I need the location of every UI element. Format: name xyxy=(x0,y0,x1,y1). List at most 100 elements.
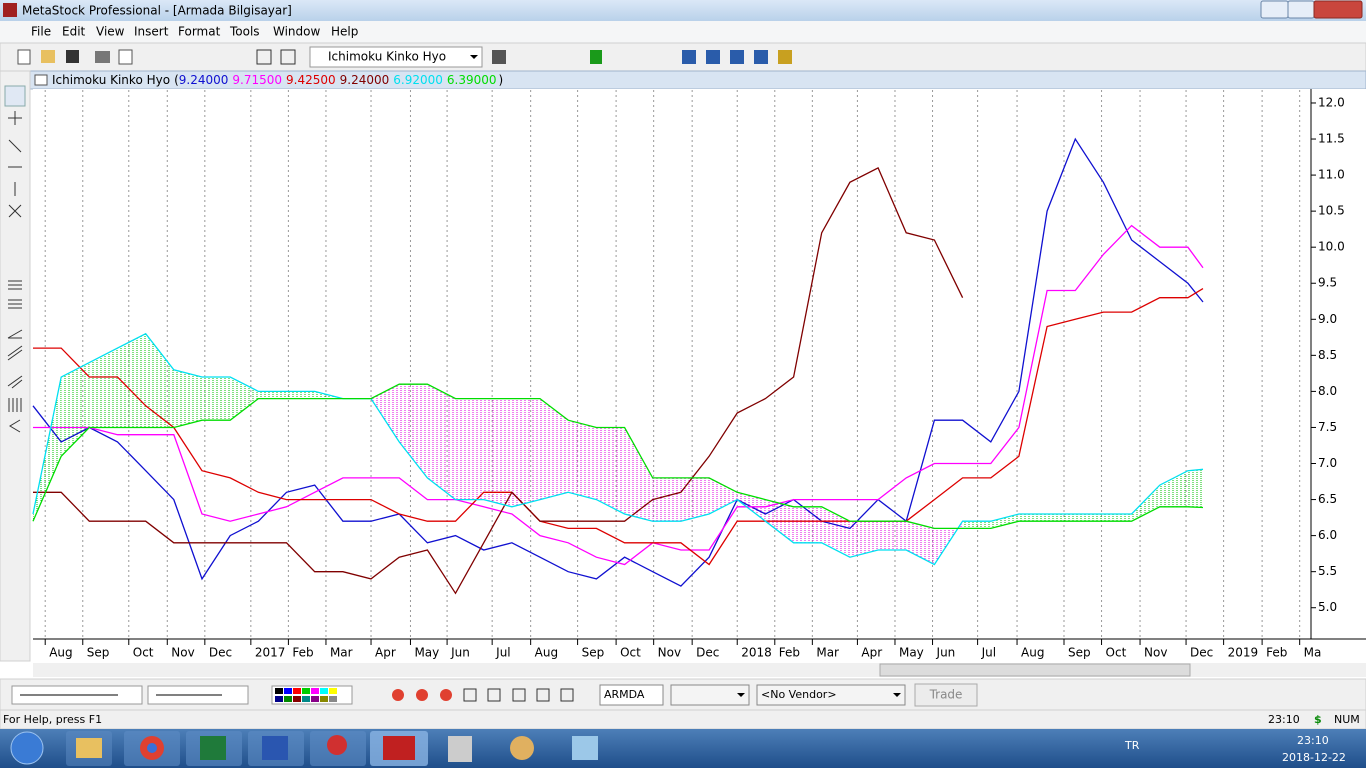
paint-icon[interactable] xyxy=(510,736,534,760)
indicator-dropdown-text: Ichimoku Kinko Hyo xyxy=(328,50,446,64)
app-icon-last[interactable] xyxy=(572,736,598,760)
open-icon[interactable] xyxy=(41,50,55,63)
x-tick-label: Apr xyxy=(375,646,396,660)
tool-icon[interactable] xyxy=(512,688,526,702)
legend-value: 9.24000 xyxy=(179,73,229,87)
status-bar xyxy=(0,709,1366,730)
color-palette[interactable] xyxy=(271,685,353,705)
indicator-dropdown[interactable] xyxy=(309,46,483,68)
menu-item[interactable]: File xyxy=(31,25,51,39)
y-tick-label: 12.0 xyxy=(1318,95,1345,109)
swatch[interactable] xyxy=(329,688,337,694)
layout-icon-1[interactable] xyxy=(682,50,696,64)
calculator-icon[interactable] xyxy=(448,736,472,762)
chart-header: Ichimoku Kinko Hyo (9.24000 9.71500 9.42500… xyxy=(52,73,503,87)
layout-icon-3[interactable] xyxy=(730,50,744,64)
x-tick-label: Aug xyxy=(535,646,558,660)
exchange-dropdown[interactable] xyxy=(670,684,750,706)
trade-button[interactable] xyxy=(914,683,978,707)
angle-tool[interactable] xyxy=(7,329,23,339)
menu-item[interactable]: Edit xyxy=(62,25,86,39)
swatch[interactable] xyxy=(284,696,292,702)
y-tick-label: 9.5 xyxy=(1318,276,1337,290)
fibonacci-tool[interactable] xyxy=(8,280,22,290)
arc-tool[interactable] xyxy=(9,419,21,433)
swatch[interactable] xyxy=(320,696,328,702)
swatch[interactable] xyxy=(275,688,283,694)
tool-icon[interactable] xyxy=(487,688,501,702)
cloud xyxy=(1047,513,1076,522)
swatch[interactable] xyxy=(302,696,310,702)
cloud xyxy=(145,333,174,428)
cloud xyxy=(89,348,118,428)
cloud xyxy=(455,398,484,500)
swatch[interactable] xyxy=(329,696,337,702)
swatch[interactable] xyxy=(311,696,319,702)
start-button[interactable] xyxy=(10,731,44,765)
swatch[interactable] xyxy=(320,688,328,694)
restore-button[interactable] xyxy=(1287,0,1315,19)
trade-button-text: Trade xyxy=(929,688,963,702)
vendor-dropdown[interactable] xyxy=(756,684,906,706)
swatch[interactable] xyxy=(311,688,319,694)
fan-tool[interactable] xyxy=(7,375,23,389)
print-icon[interactable] xyxy=(95,51,110,63)
channel-tool[interactable] xyxy=(7,345,23,361)
close-button[interactable] xyxy=(1313,0,1363,19)
scroll-thumb[interactable] xyxy=(879,663,1191,677)
dollar-icon[interactable] xyxy=(590,50,602,64)
menu-item[interactable]: Tools xyxy=(229,25,260,39)
chrome-icon[interactable] xyxy=(392,689,404,701)
chrome-icon[interactable] xyxy=(416,689,428,701)
x-tick-label: Nov xyxy=(1144,646,1167,660)
cross-tool[interactable] xyxy=(8,111,22,125)
pointer-tool[interactable] xyxy=(4,85,26,107)
new-icon[interactable] xyxy=(17,49,31,65)
save-icon[interactable] xyxy=(66,50,79,63)
x-tick-label: Nov xyxy=(171,646,194,660)
y-tick-label: 8.5 xyxy=(1318,348,1337,362)
taskbar-date: 2018-12-22 xyxy=(1282,751,1346,764)
x-tick-label: Oct xyxy=(133,646,154,660)
trendline-tool[interactable] xyxy=(8,139,22,153)
swatch[interactable] xyxy=(293,696,301,702)
toolbar-icons xyxy=(17,49,792,65)
menu-item[interactable]: Help xyxy=(331,25,358,39)
retracement-tool[interactable] xyxy=(8,299,22,309)
swatch[interactable] xyxy=(302,688,310,694)
chrome-icon[interactable] xyxy=(440,689,452,701)
x-tick-label: May xyxy=(899,646,924,660)
swatch[interactable] xyxy=(284,688,292,694)
zoom-icon[interactable] xyxy=(280,49,296,65)
swatch[interactable] xyxy=(293,688,301,694)
menu-item[interactable]: View xyxy=(96,25,125,39)
y-tick-label: 6.0 xyxy=(1318,528,1337,542)
crosshair-icon[interactable] xyxy=(256,49,272,65)
series-line xyxy=(33,224,1204,566)
layout-icon-2[interactable] xyxy=(706,50,720,64)
cycle-tool[interactable] xyxy=(8,204,22,218)
expert-icon[interactable] xyxy=(492,50,506,64)
preview-icon[interactable] xyxy=(118,49,133,65)
menu-item[interactable]: Format xyxy=(178,25,221,39)
tool-icon[interactable] xyxy=(536,688,550,702)
cloud xyxy=(1159,470,1188,507)
menu-item[interactable]: Window xyxy=(273,25,321,39)
x-tick-label: Mar xyxy=(816,646,839,660)
tool-icon[interactable] xyxy=(463,688,477,702)
cloud xyxy=(1103,513,1132,522)
tool-icon[interactable] xyxy=(560,688,574,702)
legend-value: 9.42500 xyxy=(286,73,336,87)
cloud xyxy=(624,427,653,522)
cycles-tool[interactable] xyxy=(8,398,22,412)
menu-item[interactable]: Insert xyxy=(134,25,169,39)
layout-icon-5[interactable] xyxy=(778,50,792,64)
x-tick-label: Dec xyxy=(1190,646,1213,660)
symbol-input[interactable] xyxy=(599,684,664,706)
plot-area xyxy=(33,89,1311,639)
legend-value: 9.71500 xyxy=(232,73,282,87)
minimize-button[interactable] xyxy=(1260,0,1289,19)
layout-icon-4[interactable] xyxy=(754,50,768,64)
explorer-icon xyxy=(76,738,102,758)
swatch[interactable] xyxy=(275,696,283,702)
